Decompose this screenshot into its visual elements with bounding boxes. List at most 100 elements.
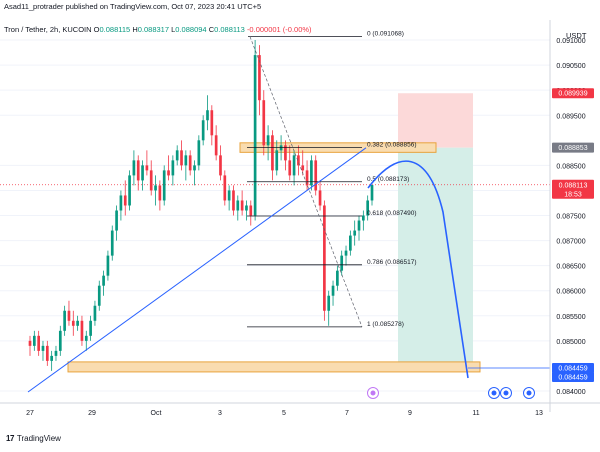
candle-body — [262, 100, 266, 146]
stop-loss-zone — [398, 93, 473, 148]
x-tick-label: 13 — [535, 410, 543, 417]
candle-body — [236, 200, 240, 211]
candle-body — [310, 160, 313, 186]
candle-body — [214, 135, 218, 156]
bar-countdown-label: 18:53 — [564, 191, 582, 198]
event-icon-dot — [370, 390, 376, 396]
x-tick-label: 11 — [472, 410, 479, 417]
candle-body — [119, 195, 123, 211]
candle-body — [132, 160, 136, 176]
candle-body — [327, 295, 331, 311]
stop-price-label: 0.089939 — [558, 91, 587, 98]
candle-body — [158, 185, 162, 201]
fib-level-label: 0.382 (0.088856) — [367, 142, 417, 149]
candle-body — [63, 310, 66, 331]
high-value: 0.088317 — [137, 25, 170, 34]
candle-body — [84, 335, 88, 341]
candle-body — [67, 310, 71, 321]
fib-level-label: 0.786 (0.086517) — [367, 259, 417, 266]
candle-body — [284, 145, 287, 161]
candle-body — [297, 155, 300, 166]
candle-body — [41, 345, 45, 351]
candle-body — [58, 330, 62, 351]
candle-body — [89, 320, 92, 336]
x-tick-label: 9 — [408, 410, 412, 417]
projection-curve — [367, 160, 469, 379]
target-price-badge — [552, 371, 594, 382]
symbol-name: Tron / Tether, 2h, KUCOIN — [4, 25, 92, 34]
currency-label: USDT — [566, 31, 587, 40]
x-tick-label: 7 — [345, 410, 349, 417]
y-tick-label: 0.087500 — [556, 214, 585, 221]
candle-body — [271, 135, 274, 171]
symbol-info: Tron / Tether, 2h, KUCOIN O0.088115 H0.0… — [4, 25, 312, 34]
candle-body — [258, 55, 261, 101]
candle-body — [357, 220, 361, 231]
candle-body — [201, 120, 205, 141]
candle-body — [184, 155, 188, 166]
high-label: H — [132, 25, 138, 34]
event-icon-dot — [526, 390, 532, 396]
low-value: 0.088094 — [175, 25, 207, 34]
candle-body — [288, 160, 292, 176]
candle-body — [361, 215, 365, 221]
candle-body — [32, 335, 36, 346]
tradingview-brand: TradingView — [16, 434, 61, 443]
candle-body — [171, 160, 175, 176]
x-tick-label: Oct — [151, 410, 162, 417]
candle-body — [180, 150, 183, 166]
candle-body — [227, 190, 231, 201]
candle-body — [266, 135, 270, 146]
candle-body — [97, 285, 101, 306]
tradingview-logo: 17 — [6, 434, 14, 443]
candle-body — [167, 170, 170, 176]
candle-body — [206, 110, 209, 121]
candle-body — [318, 190, 322, 206]
x-tick-label: 3 — [218, 410, 222, 417]
candle-body — [141, 165, 144, 181]
y-tick-label: 0.088500 — [556, 163, 585, 170]
y-tick-label: 0.091000 — [556, 38, 585, 45]
candle-body — [115, 210, 118, 231]
y-tick-label: 0.089500 — [556, 113, 585, 120]
stop-price-badge — [552, 88, 594, 99]
low-label: L — [171, 25, 176, 34]
candle-body — [219, 155, 222, 176]
candle-body — [154, 185, 157, 191]
last-price-badge — [552, 179, 594, 199]
trend-line — [27, 147, 367, 393]
footer: 17 TradingView — [6, 434, 61, 443]
candle-body — [253, 55, 257, 216]
chart-drawings: 0 (0.091068) 0.382 (0.088856) 0.5 (0.08817… — [27, 31, 550, 393]
candle-body — [50, 355, 53, 361]
candle-body — [249, 205, 253, 216]
candle-body — [344, 250, 348, 256]
x-tick-label: 5 — [282, 410, 286, 417]
y-tick-label: 0.084000 — [556, 389, 585, 396]
candle-body — [366, 200, 370, 216]
entry-price-badge — [552, 142, 594, 153]
fib-level-label: 0.5 (0.088173) — [367, 176, 409, 183]
y-tick-label: 0.085500 — [556, 314, 585, 321]
event-icon-dot — [491, 390, 497, 396]
fib-level-label: 0 (0.091068) — [367, 31, 404, 38]
publisher-header: Asad11_protrader published on TradingVie… — [4, 2, 262, 11]
candle-body — [102, 275, 105, 286]
candle-body — [193, 165, 196, 171]
y-tick-label: 0.085000 — [556, 339, 585, 346]
candle-body — [240, 200, 244, 211]
candle-body — [128, 175, 131, 206]
y-tick-label: 0.086000 — [556, 289, 585, 296]
candle-series — [28, 40, 374, 371]
level-price-badge — [552, 362, 594, 373]
candle-body — [71, 320, 75, 326]
candle-body — [331, 285, 335, 296]
candle-body — [110, 230, 114, 256]
event-icon-dot — [503, 390, 509, 396]
candle-body — [76, 320, 79, 326]
candle-body — [210, 110, 214, 136]
candle-body — [106, 255, 110, 276]
candle-body — [80, 320, 84, 341]
candle-body — [45, 345, 49, 361]
